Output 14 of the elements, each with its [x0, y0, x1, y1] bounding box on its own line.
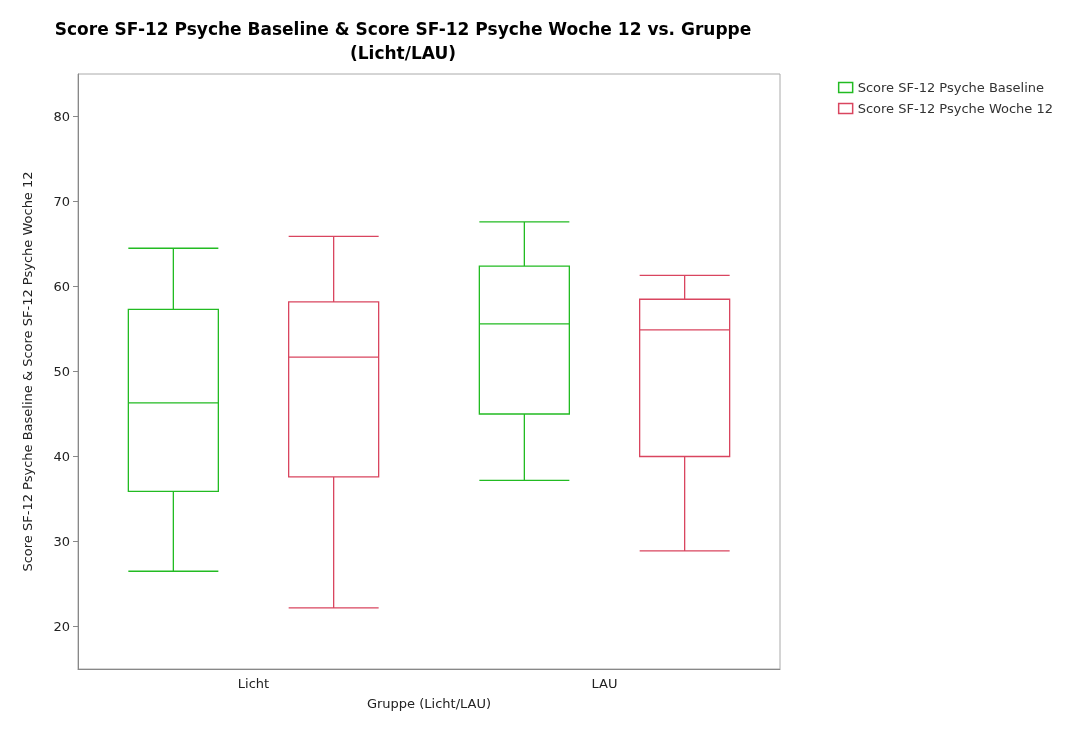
y-tick-label: 70	[53, 194, 70, 209]
y-tick-label: 50	[53, 364, 70, 379]
y-tick-label: 80	[53, 109, 70, 124]
legend-label: Score SF-12 Psyche Woche 12	[857, 101, 1054, 116]
y-tick-label: 40	[53, 449, 70, 464]
y-tick-label: 60	[53, 279, 70, 294]
y-tick-label: 30	[53, 534, 70, 549]
x-tick-label: LAU	[591, 676, 618, 691]
x-axis-title: Gruppe (Licht/LAU)	[366, 696, 492, 711]
y-tick-label: 20	[53, 619, 70, 634]
legend-label: Score SF-12 Psyche Baseline	[857, 80, 1045, 95]
y-axis-title: Score SF-12 Psyche Baseline & Score SF-12 Psyche Woche 12	[20, 171, 35, 572]
x-tick-label: Licht	[237, 676, 270, 691]
chart-title: Score SF-12 Psyche Baseline & Score SF-12 Psyche Woche 12 vs. Gruppe (Licht/LAU)	[54, 19, 752, 63]
